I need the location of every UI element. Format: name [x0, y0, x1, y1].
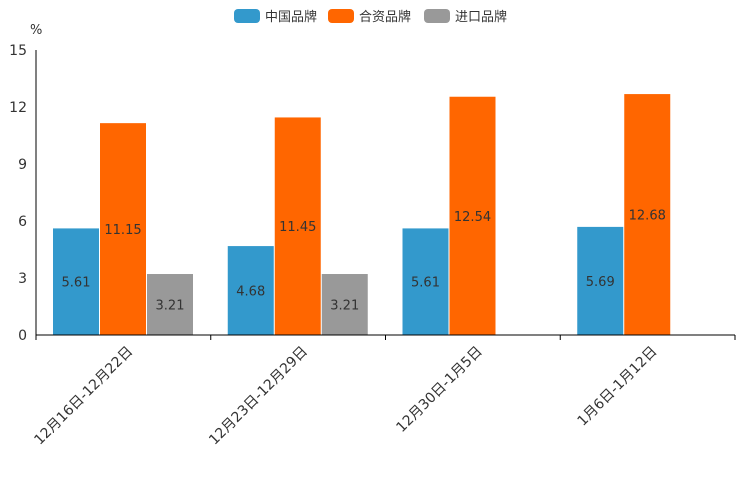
bar-1-2: [227, 246, 274, 335]
data-label-3-2: 3.21: [330, 299, 359, 314]
legend-label-3: 进口品牌: [455, 9, 507, 25]
x-category-label-2: 12月23日-12月29日: [206, 344, 311, 449]
data-label-1-4: 5.69: [586, 275, 615, 290]
y-tick-label: 3: [18, 271, 27, 287]
y-axis: 0 3 6 9 12 15: [9, 43, 37, 344]
y-tick-label: 12: [9, 100, 27, 116]
bar-2-1: [100, 123, 146, 336]
bar-2-4: [624, 94, 671, 335]
x-category-label-1: 12月16日-12月22日: [31, 344, 136, 449]
data-label-1-2: 4.68: [236, 285, 265, 300]
legend-swatch-3: [424, 9, 450, 23]
data-label-2-2: 11.45: [279, 220, 316, 235]
bar-1-1: [53, 228, 99, 335]
data-label-1-1: 5.61: [62, 276, 91, 291]
y-tick-label: 6: [18, 214, 27, 230]
x-category-label-3: 12月30日-1月5日: [393, 344, 485, 436]
data-labels: 5.61 11.15 3.21 4.68 11.45 3.21 5.61 12.54 5.69 1…: [62, 209, 666, 314]
y-tick-label: 0: [18, 328, 27, 344]
legend-label-1: 中国品牌: [265, 9, 317, 25]
data-label-2-1: 11.15: [104, 223, 141, 238]
bar-2-2: [274, 117, 321, 335]
data-label-2-3: 12.54: [454, 210, 491, 225]
data-label-1-3: 5.61: [411, 276, 440, 291]
bar-3-2: [321, 274, 368, 335]
bar-2-3: [449, 96, 496, 336]
bar-3-1: [147, 274, 193, 335]
legend: 中国品牌 合资品牌 进口品牌: [234, 9, 507, 25]
x-axis: 12月16日-12月22日 12月23日-12月29日 12月30日-1月5日 1月6…: [31, 334, 736, 449]
y-axis-unit-label: %: [30, 23, 42, 38]
data-label-2-4: 12.68: [629, 209, 666, 224]
x-category-label-4: 1月6日-1月12日: [574, 344, 660, 430]
bar-1-3: [402, 228, 449, 335]
legend-swatch-1: [234, 9, 260, 23]
y-tick-label: 15: [9, 43, 27, 59]
legend-swatch-2: [328, 9, 354, 23]
bars: [53, 94, 671, 336]
data-label-3-1: 3.21: [156, 299, 185, 314]
y-tick-label: 9: [18, 157, 27, 173]
bar-1-4: [577, 226, 624, 335]
legend-label-2: 合资品牌: [359, 9, 411, 25]
